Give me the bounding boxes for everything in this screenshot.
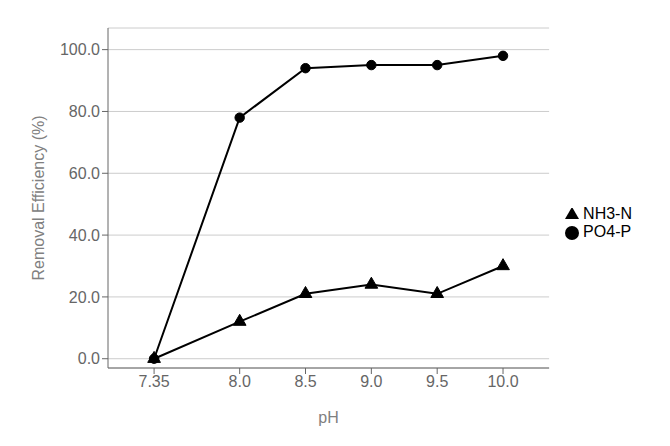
svg-text:Removal Efficiency (%): Removal Efficiency (%) [30,115,47,280]
html-text:NH3-N: NH3-N [583,205,632,222]
svg-text:8.5: 8.5 [294,373,316,390]
svg-text:40.0: 40.0 [69,227,100,244]
svg-text:20.0: 20.0 [69,289,100,306]
svg-text:7.35: 7.35 [139,373,170,390]
html-text:PO4-P: PO4-P [583,223,632,240]
svg-text:0.0: 0.0 [78,350,100,367]
svg-text:60.0: 60.0 [69,165,100,182]
svg-text:9.0: 9.0 [360,373,382,390]
svg-text:pH: pH [318,409,338,426]
svg-text:9.5: 9.5 [426,373,448,390]
svg-text:100.0: 100.0 [60,41,100,58]
svg-text:8.0: 8.0 [229,373,251,390]
svg-text:10.0: 10.0 [487,373,518,390]
svg-text:80.0: 80.0 [69,103,100,120]
